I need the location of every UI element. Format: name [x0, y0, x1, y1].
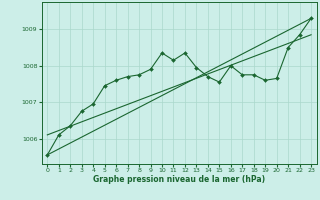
X-axis label: Graphe pression niveau de la mer (hPa): Graphe pression niveau de la mer (hPa) — [93, 175, 265, 184]
